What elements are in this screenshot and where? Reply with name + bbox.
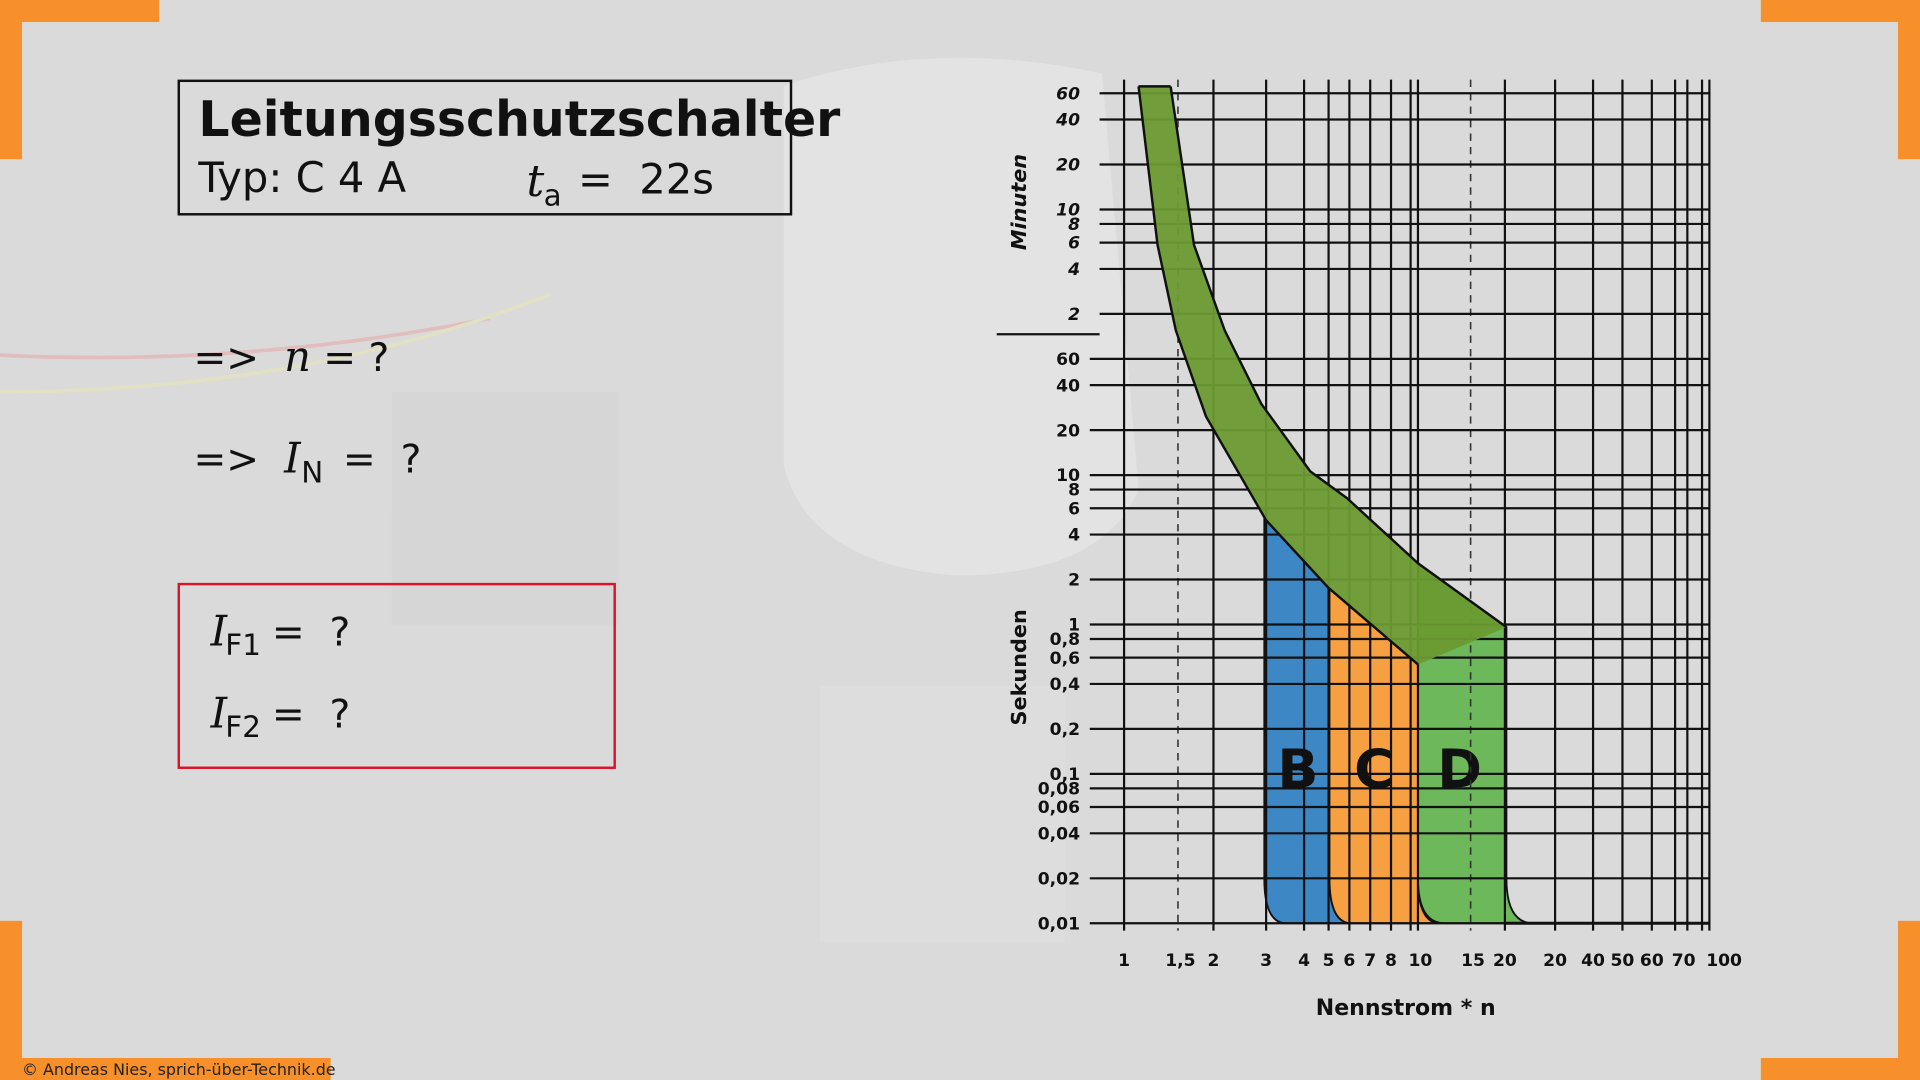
x-tick-label: 100 (1706, 951, 1742, 971)
y-tick-label: 2 (1068, 305, 1080, 325)
y-tick-label: 0,8 (1050, 630, 1080, 650)
thermal-band (1137, 85, 1508, 666)
y-tick-label: 4 (1068, 526, 1080, 546)
y-tick-label: 20 (1056, 421, 1080, 441)
title-box: Leitungsschutzschalter Typ: C 4 A t a = … (177, 79, 840, 216)
x-tick-label: 15 (1461, 951, 1485, 971)
x-tick-label: 3 (1260, 951, 1272, 971)
y-axis-label-minutes: Minuten (1007, 154, 1031, 250)
n-symbol: n (284, 332, 311, 381)
if1-symbol: I (210, 606, 229, 655)
x-tick-label: 8 (1385, 951, 1397, 971)
ta-value: = 22s (578, 154, 714, 203)
x-tick-label: 40 (1581, 951, 1605, 971)
ta-symbol: t (527, 156, 545, 207)
x-tick-label: 4 (1298, 951, 1310, 971)
curve-label-C: C (1354, 737, 1394, 800)
y-tick-label: 2 (1068, 571, 1080, 591)
fault-box: I F1 = ? I F2 = ? (177, 582, 616, 769)
copyright: © Andreas Nies, sprich-über-Technik.de (22, 1060, 336, 1079)
questions: => n = ? => I N = ? (193, 332, 421, 489)
y-tick-label: 20 (1056, 156, 1080, 176)
thermal-band-upper-edge (1169, 86, 1508, 629)
in-sub: N (301, 455, 323, 489)
curve-label-B: B (1277, 737, 1318, 800)
y-tick-label: 0,2 (1050, 720, 1080, 740)
y-tick-label: 6 (1068, 499, 1080, 519)
y-tick-label: 4 (1067, 260, 1080, 280)
grid (996, 79, 1711, 931)
y-tick-label: 0,02 (1038, 869, 1080, 889)
x-tick-label: 7 (1364, 951, 1376, 971)
if1-rest: = ? (272, 610, 351, 655)
x-tick-label: 60 (1640, 951, 1664, 971)
in-prefix: => (193, 438, 259, 483)
x-tick-label: 2 (1208, 951, 1220, 971)
y-tick-label: 0,04 (1038, 824, 1080, 844)
y-tick-label: 10 (1056, 466, 1080, 486)
x-axis-label: Nennstrom * n (1316, 996, 1496, 1021)
n-prefix: => (193, 336, 259, 381)
y-tick-label: 0,6 (1050, 649, 1080, 669)
if2-rest: = ? (272, 692, 351, 737)
x-tick-label: 1 (1118, 951, 1130, 971)
x-tick-label: 20 (1493, 951, 1517, 971)
x-tick-label: 20 (1543, 951, 1567, 971)
in-rest: = ? (343, 438, 422, 483)
tick-labels: 60402010864260402010864210,80,60,40,20,1… (1038, 84, 1742, 971)
x-tick-label: 1,5 (1165, 951, 1195, 971)
x-tick-label: 10 (1408, 951, 1432, 971)
y-tick-label: 0,1 (1050, 765, 1080, 785)
y-tick-label: 8 (1068, 481, 1080, 501)
type-line: Typ: C 4 A (197, 153, 406, 202)
x-tick-label: 6 (1343, 951, 1355, 971)
y-tick-label: 0,01 (1038, 914, 1080, 934)
y-axis-label-seconds: Sekunden (1007, 609, 1031, 725)
background-photo (0, 57, 1139, 943)
y-tick-label: 10 (1056, 201, 1080, 221)
n-rest: = ? (323, 336, 389, 381)
y-tick-label: 40 (1055, 111, 1080, 131)
in-symbol: I (283, 434, 302, 483)
x-tick-label: 5 (1323, 951, 1335, 971)
x-tick-label: 70 (1672, 951, 1696, 971)
y-tick-label: 0,4 (1050, 675, 1080, 695)
y-tick-label: 60 (1056, 350, 1080, 370)
if2-sub: F2 (225, 710, 261, 744)
if1-sub: F1 (225, 628, 261, 662)
y-tick-label: 1 (1068, 616, 1080, 636)
ta-sub: a (544, 179, 562, 213)
x-tick-label: 50 (1611, 951, 1635, 971)
y-tick-label: 8 (1068, 215, 1080, 235)
y-tick-label: 6 (1068, 234, 1080, 254)
y-tick-label: 0,06 (1038, 798, 1080, 818)
y-tick-label: 0,08 (1038, 779, 1080, 799)
thermal-band-lower-edge (1137, 86, 1419, 666)
thermal-band-fill (1138, 86, 1507, 665)
y-tick-label: 60 (1056, 84, 1080, 104)
y-tick-label: 40 (1056, 376, 1080, 396)
title: Leitungsschutzschalter (198, 91, 840, 148)
if2-symbol: I (210, 688, 229, 737)
curve-label-D: D (1437, 737, 1482, 800)
